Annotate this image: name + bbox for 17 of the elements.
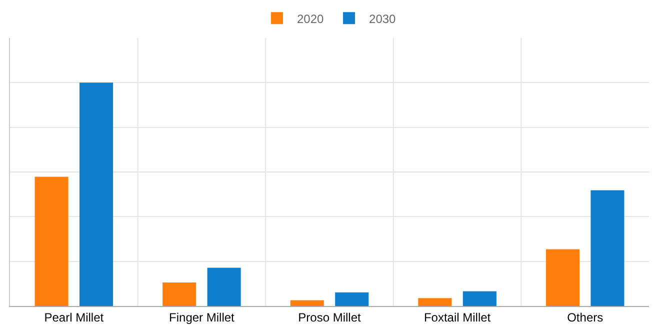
x-tick-label: Proso Millet <box>298 310 362 324</box>
bar <box>590 190 624 306</box>
x-tick-label: Pearl Millet <box>44 310 104 324</box>
bar <box>79 82 114 306</box>
x-tick-label: Finger Millet <box>169 310 236 324</box>
bar <box>335 292 369 306</box>
bar <box>290 300 324 306</box>
bar <box>207 268 241 306</box>
bar <box>34 176 68 306</box>
bar <box>418 298 452 306</box>
legend-label: 2020 <box>297 12 324 26</box>
bar <box>546 249 580 306</box>
x-tick-label: Foxtail Millet <box>424 310 492 324</box>
bar <box>162 282 196 306</box>
legend-label: 2030 <box>369 12 396 26</box>
x-tick-label: Others <box>567 310 604 324</box>
bar <box>462 291 496 306</box>
